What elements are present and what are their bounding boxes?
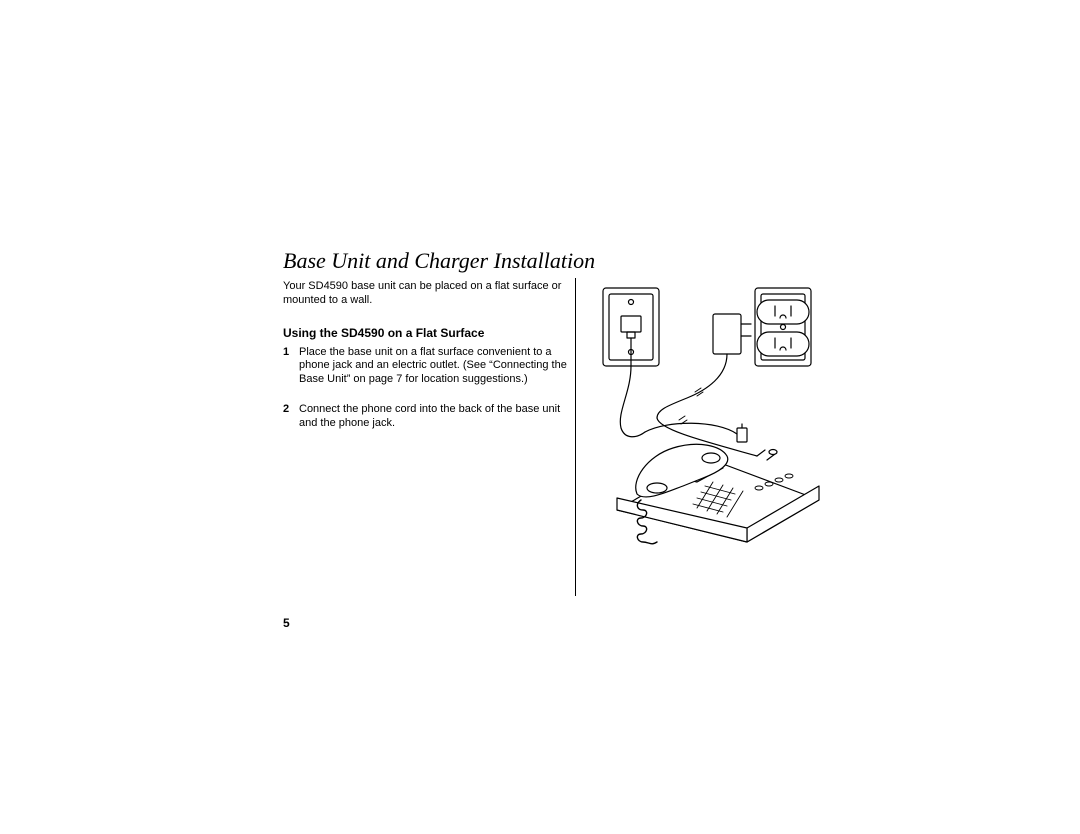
step-item: 2 Connect the phone cord into the back o…	[283, 403, 567, 431]
section-title: Base Unit and Charger Installation	[283, 248, 843, 274]
step-text: Place the base unit on a flat surface co…	[299, 346, 567, 387]
illustration-column	[575, 280, 843, 560]
step-item: 1 Place the base unit on a flat surface …	[283, 346, 567, 387]
step-number: 1	[283, 346, 299, 387]
intro-paragraph: Your SD4590 base unit can be placed on a…	[283, 280, 567, 308]
page-number: 5	[283, 616, 290, 630]
step-text: Connect the phone cord into the back of …	[299, 403, 567, 431]
phone-installation-illustration	[587, 280, 839, 560]
text-column: Your SD4590 base unit can be placed on a…	[283, 280, 575, 446]
column-divider	[575, 278, 576, 596]
two-column-layout: Your SD4590 base unit can be placed on a…	[283, 280, 843, 560]
sub-heading: Using the SD4590 on a Flat Surface	[283, 326, 567, 340]
step-number: 2	[283, 403, 299, 431]
